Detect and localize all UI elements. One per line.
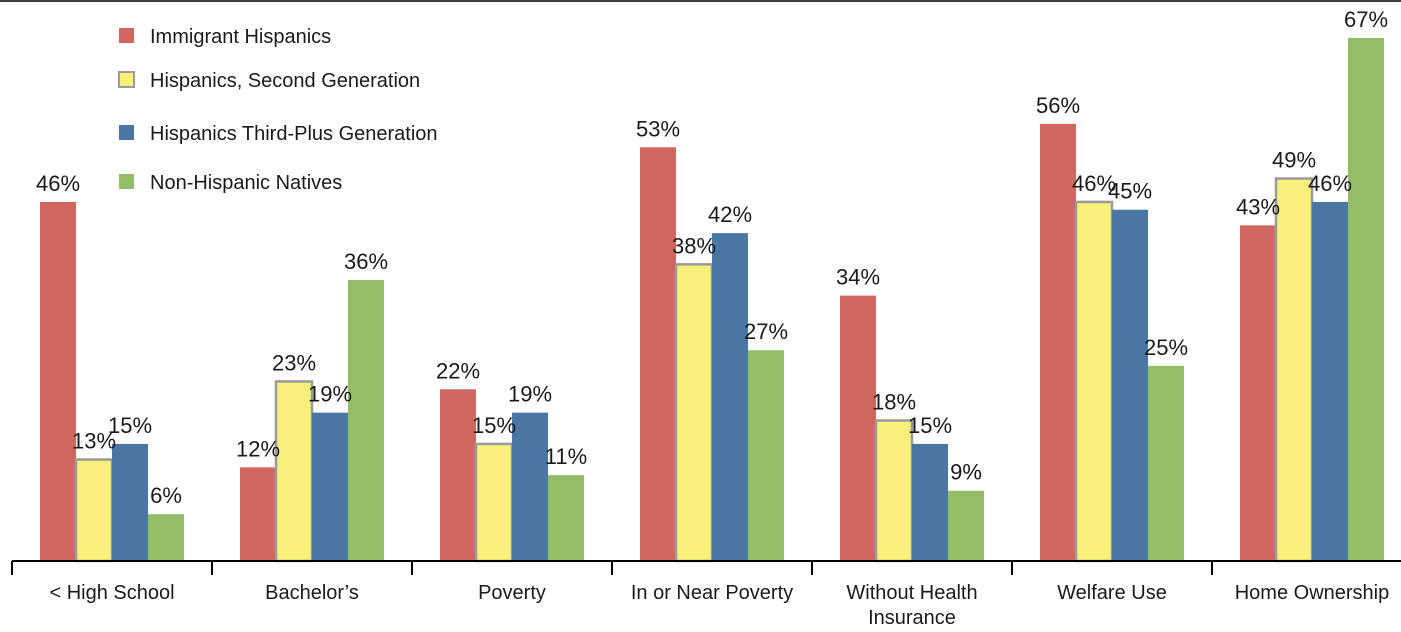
bar-immigrant-hispanics-home-ownership — [1240, 225, 1276, 562]
bar-non-hispanic-natives-welfare-use — [1148, 365, 1184, 561]
value-label-immigrant-hispanics-welfare-use: 56% — [1036, 93, 1080, 118]
bar-immigrant-hispanics-welfare-use — [1040, 123, 1076, 562]
bars-layer — [40, 38, 1384, 563]
bar-non-hispanic-natives-high-school — [148, 514, 184, 561]
bar-hispanics-third-plus-generation-high-school — [112, 443, 148, 561]
legend-swatch-immigrant-hispanics — [119, 28, 134, 43]
bar-hispanics-third-plus-generation-bachelor-s — [312, 412, 348, 561]
bar-hispanics-second-generation-poverty — [474, 442, 514, 563]
x-tick-label-high-school: < High School — [49, 582, 174, 604]
bar-non-hispanic-natives-in-or-near-poverty — [748, 350, 784, 561]
value-label-non-hispanic-natives-welfare-use: 25% — [1144, 335, 1188, 360]
legend-swatch-hispanics-third-plus-generation — [119, 125, 134, 140]
value-label-hispanics-second-generation-welfare-use: 46% — [1072, 171, 1116, 196]
value-label-immigrant-hispanics-without-health-insurance: 34% — [836, 265, 880, 290]
value-label-hispanics-third-plus-generation-bachelor-s: 19% — [308, 382, 352, 407]
value-label-immigrant-hispanics-in-or-near-poverty: 53% — [636, 116, 680, 141]
bar-hispanics-second-generation-bachelor-s — [274, 380, 314, 563]
bar-hispanics-third-plus-generation-home-ownership — [1312, 201, 1348, 562]
x-tick-label-without-health-insurance: Without Health Insurance — [846, 582, 977, 629]
value-label-hispanics-third-plus-generation-in-or-near-poverty: 42% — [708, 202, 752, 227]
legend-label-non-hispanic-natives: Non-Hispanic Natives — [150, 172, 342, 194]
bar-hispanics-third-plus-generation-without-health-insurance — [912, 443, 948, 561]
value-label-immigrant-hispanics-bachelor-s: 12% — [236, 436, 280, 461]
bar-non-hispanic-natives-poverty — [548, 475, 584, 561]
legend-swatch-non-hispanic-natives — [119, 174, 134, 189]
bar-non-hispanic-natives-bachelor-s — [348, 279, 384, 561]
value-label-hispanics-third-plus-generation-poverty: 19% — [508, 382, 552, 407]
bar-immigrant-hispanics-in-or-near-poverty — [640, 147, 676, 562]
legend-label-immigrant-hispanics: Immigrant Hispanics — [150, 26, 331, 48]
bar-non-hispanic-natives-without-health-insurance — [948, 490, 984, 561]
value-label-non-hispanic-natives-without-health-insurance: 9% — [950, 460, 982, 485]
value-label-hispanics-third-plus-generation-high-school: 15% — [108, 413, 152, 438]
value-label-hispanics-second-generation-without-health-insurance: 18% — [872, 389, 916, 414]
legend-label-hispanics-second-generation: Hispanics, Second Generation — [150, 70, 420, 92]
value-label-hispanics-third-plus-generation-welfare-use: 45% — [1108, 179, 1152, 204]
legend: Immigrant Hispanics Hispanics, Second Gen… — [118, 26, 438, 194]
value-labels-layer: 46%13%15%6%12%23%19%36%22%15%19%11%53%38… — [36, 7, 1388, 508]
value-label-hispanics-third-plus-generation-home-ownership: 46% — [1308, 171, 1352, 196]
bar-hispanics-second-generation-without-health-insurance — [874, 419, 914, 563]
value-label-non-hispanic-natives-poverty: 11% — [545, 444, 587, 469]
value-label-non-hispanic-natives-high-school: 6% — [150, 483, 182, 508]
x-tick-label-in-or-near-poverty: In or Near Poverty — [631, 582, 793, 604]
value-label-hispanics-second-generation-bachelor-s: 23% — [272, 350, 316, 375]
bar-hispanics-second-generation-home-ownership — [1274, 177, 1314, 563]
bar-hispanics-second-generation-high-school — [74, 458, 114, 563]
value-label-hispanics-second-generation-home-ownership: 49% — [1272, 148, 1316, 173]
legend-swatch-hispanics-second-generation — [118, 71, 135, 88]
bar-hispanics-second-generation-in-or-near-poverty — [674, 263, 714, 563]
bar-immigrant-hispanics-bachelor-s — [240, 467, 276, 561]
value-label-non-hispanic-natives-home-ownership: 67% — [1344, 7, 1388, 32]
value-label-immigrant-hispanics-home-ownership: 43% — [1236, 194, 1280, 219]
bar-immigrant-hispanics-high-school — [40, 201, 76, 562]
legend-label-hispanics-third-plus-generation: Hispanics Third-Plus Generation — [150, 123, 438, 145]
bar-hispanics-third-plus-generation-in-or-near-poverty — [712, 233, 748, 562]
value-label-hispanics-second-generation-poverty: 15% — [472, 413, 516, 438]
x-tick-label-poverty: Poverty — [478, 582, 546, 604]
value-label-immigrant-hispanics-high-school: 46% — [36, 171, 80, 196]
bar-immigrant-hispanics-poverty — [440, 389, 476, 561]
bar-non-hispanic-natives-home-ownership — [1348, 38, 1384, 561]
value-label-hispanics-second-generation-high-school: 13% — [72, 429, 116, 454]
x-tick-label-bachelor-s: Bachelor’s — [265, 582, 359, 604]
x-tick-label-home-ownership: Home Ownership — [1235, 582, 1390, 604]
value-label-hispanics-third-plus-generation-without-health-insurance: 15% — [908, 413, 952, 438]
bar-immigrant-hispanics-without-health-insurance — [840, 295, 876, 561]
value-label-non-hispanic-natives-bachelor-s: 36% — [344, 249, 388, 274]
value-label-immigrant-hispanics-poverty: 22% — [436, 358, 480, 383]
x-tick-label-welfare-use: Welfare Use — [1057, 582, 1167, 604]
bar-hispanics-third-plus-generation-poverty — [512, 412, 548, 561]
bar-hispanics-second-generation-welfare-use — [1074, 200, 1114, 563]
value-label-non-hispanic-natives-in-or-near-poverty: 27% — [744, 319, 788, 344]
value-label-hispanics-second-generation-in-or-near-poverty: 38% — [672, 233, 716, 258]
bar-hispanics-third-plus-generation-welfare-use — [1112, 209, 1148, 562]
